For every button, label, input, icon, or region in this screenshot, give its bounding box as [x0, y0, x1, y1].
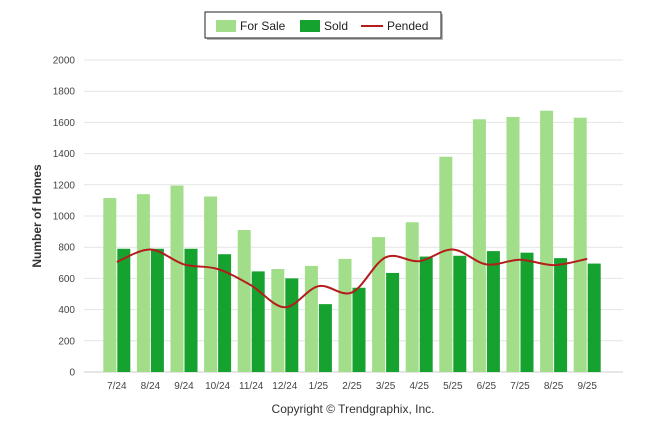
x-tick-label: 8/24 — [141, 381, 161, 392]
bar-for-sale — [472, 119, 486, 372]
x-tick-label: 9/24 — [174, 381, 194, 392]
y-tick-label: 1400 — [53, 149, 76, 160]
y-axis-title: Number of Homes — [30, 164, 44, 268]
y-tick-label: 600 — [58, 274, 75, 285]
bar-sold — [587, 263, 601, 372]
bar-for-sale — [237, 230, 251, 372]
legend: For Sale Sold Pended — [204, 11, 443, 40]
bar-for-sale — [338, 258, 352, 372]
legend-label-for-sale: For Sale — [240, 19, 286, 33]
x-tick-label: 4/25 — [409, 381, 429, 392]
bar-for-sale — [204, 196, 218, 372]
bar-for-sale — [103, 198, 117, 372]
bar-for-sale — [170, 185, 184, 372]
bar-for-sale — [372, 237, 386, 372]
pended-series-line — [116, 248, 588, 309]
bar-for-sale — [506, 116, 520, 372]
bar-for-sale — [405, 222, 419, 372]
x-tick-label: 11/24 — [239, 381, 264, 392]
bar-sold — [554, 258, 568, 372]
y-tick-label: 1000 — [53, 212, 76, 223]
bar-sold — [386, 272, 400, 372]
x-tick-label: 9/25 — [577, 381, 597, 392]
x-tick-label: 7/25 — [510, 381, 530, 392]
y-tick-label: 1600 — [53, 118, 76, 129]
bar-for-sale — [271, 269, 285, 372]
y-tick-label: 1800 — [53, 87, 76, 98]
y-tick-label: 1200 — [53, 180, 76, 191]
x-tick-label: 1/25 — [309, 381, 329, 392]
bar-sold — [352, 287, 366, 372]
bar-sold — [251, 271, 265, 372]
y-axis-ticks: 0 200 400 600 800 1000 1200 1400 1600 1800 2000 — [53, 56, 76, 379]
bar-sold — [520, 252, 534, 372]
x-tick-label: 12/24 — [272, 381, 297, 392]
bar-for-sale — [573, 117, 587, 372]
bar-for-sale — [439, 156, 453, 372]
pended-line — [116, 248, 588, 309]
x-tick-label: 10/24 — [205, 381, 230, 392]
x-tick-label: 6/25 — [477, 381, 497, 392]
bar-for-sale — [540, 110, 554, 372]
x-tick-label: 2/25 — [342, 381, 362, 392]
y-tick-label: 800 — [58, 243, 75, 254]
bar-sold — [318, 304, 332, 372]
bar-sold — [486, 251, 500, 372]
x-tick-label: 3/25 — [376, 381, 396, 392]
bar-sold — [453, 255, 467, 372]
y-tick-label: 2000 — [53, 56, 76, 67]
bar-sold — [150, 248, 164, 372]
y-tick-label: 400 — [58, 305, 75, 316]
bar-sold — [218, 254, 232, 372]
bar-sold — [419, 256, 433, 372]
bars — [103, 110, 601, 372]
bar-sold — [184, 248, 198, 372]
bar-for-sale — [304, 265, 318, 372]
bar-sold — [285, 278, 299, 372]
x-tick-label: 5/25 — [443, 381, 463, 392]
legend-swatch-for-sale — [216, 20, 236, 32]
y-tick-label: 0 — [69, 368, 75, 379]
copyright-credit: Copyright © Trendgraphix, Inc. — [272, 402, 435, 416]
bar-sold — [117, 248, 131, 372]
x-axis-ticks: 7/24 8/24 9/24 10/24 11/24 12/24 1/25 2/25 3/25 4… — [107, 381, 597, 392]
legend-swatch-sold — [300, 20, 320, 32]
x-tick-label: 7/24 — [107, 381, 127, 392]
y-tick-label: 200 — [58, 336, 75, 347]
bar-for-sale — [136, 194, 150, 372]
legend-label-sold: Sold — [324, 19, 348, 33]
legend-label-pended: Pended — [387, 19, 428, 33]
x-tick-label: 8/25 — [544, 381, 564, 392]
